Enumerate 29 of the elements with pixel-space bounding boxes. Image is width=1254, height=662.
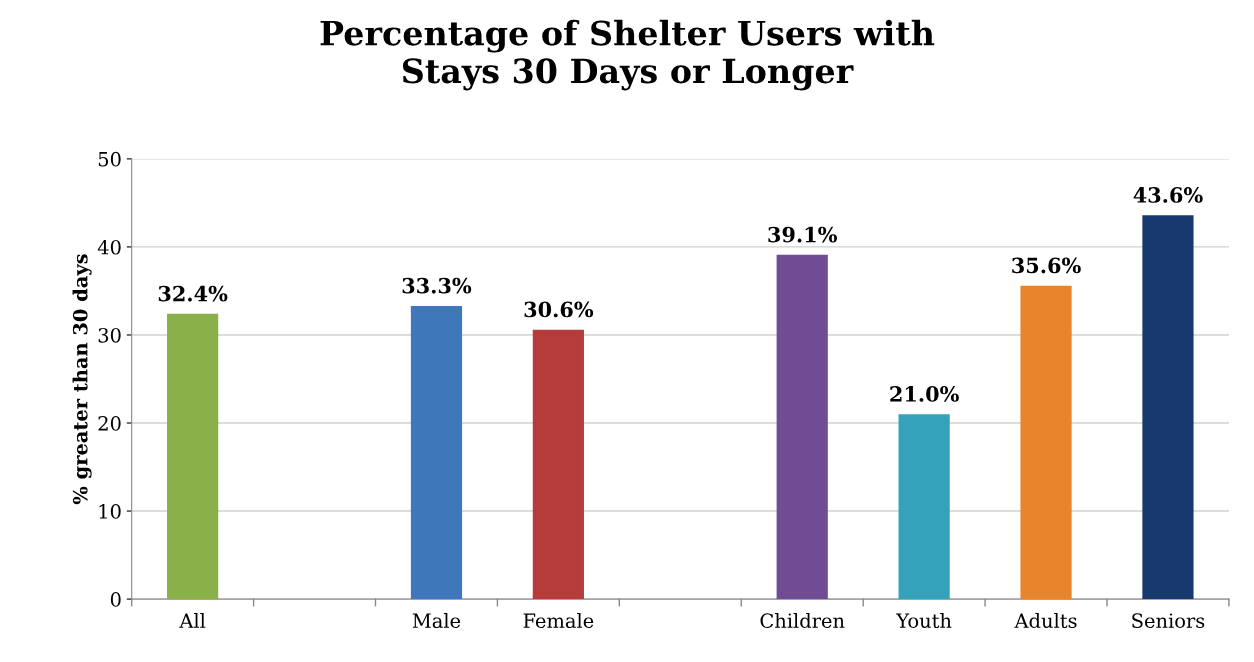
y-tick-label: 10 [99, 504, 121, 519]
x-tick-label: Female [523, 613, 594, 629]
y-tick-label: 0 [110, 592, 121, 607]
x-tick-label: Children [760, 613, 845, 629]
x-tick-label: Male [412, 613, 461, 629]
y-tick-label: 20 [98, 415, 121, 431]
x-tick-label: Youth [896, 613, 952, 629]
bar [1020, 285, 1072, 600]
data-label: 35.6% [1012, 257, 1081, 274]
data-label: 43.6% [1133, 187, 1203, 203]
bar [167, 313, 219, 600]
data-label: 32.4% [158, 285, 228, 302]
x-tick-label: Seniors [1132, 613, 1205, 629]
bar [776, 254, 828, 600]
bar [1142, 215, 1194, 600]
x-tick-label: All [179, 613, 206, 628]
bar [898, 414, 950, 600]
data-label: 33.3% [402, 277, 472, 294]
y-tick-label: 40 [97, 239, 121, 255]
x-tick-label: Adults [1014, 613, 1077, 629]
data-label: 39.1% [768, 226, 837, 243]
chart-title: Percentage of Shelter Users with Stays 30 Days or Longer [320, 19, 935, 91]
bar [532, 329, 584, 600]
y-axis-title: % greater than 30 days [72, 254, 92, 505]
y-tick-label: 30 [98, 327, 121, 343]
data-label: 30.6% [524, 301, 594, 318]
bar [410, 305, 463, 600]
y-tick-label: 50 [98, 151, 121, 167]
data-label: 21.0% [890, 386, 959, 402]
